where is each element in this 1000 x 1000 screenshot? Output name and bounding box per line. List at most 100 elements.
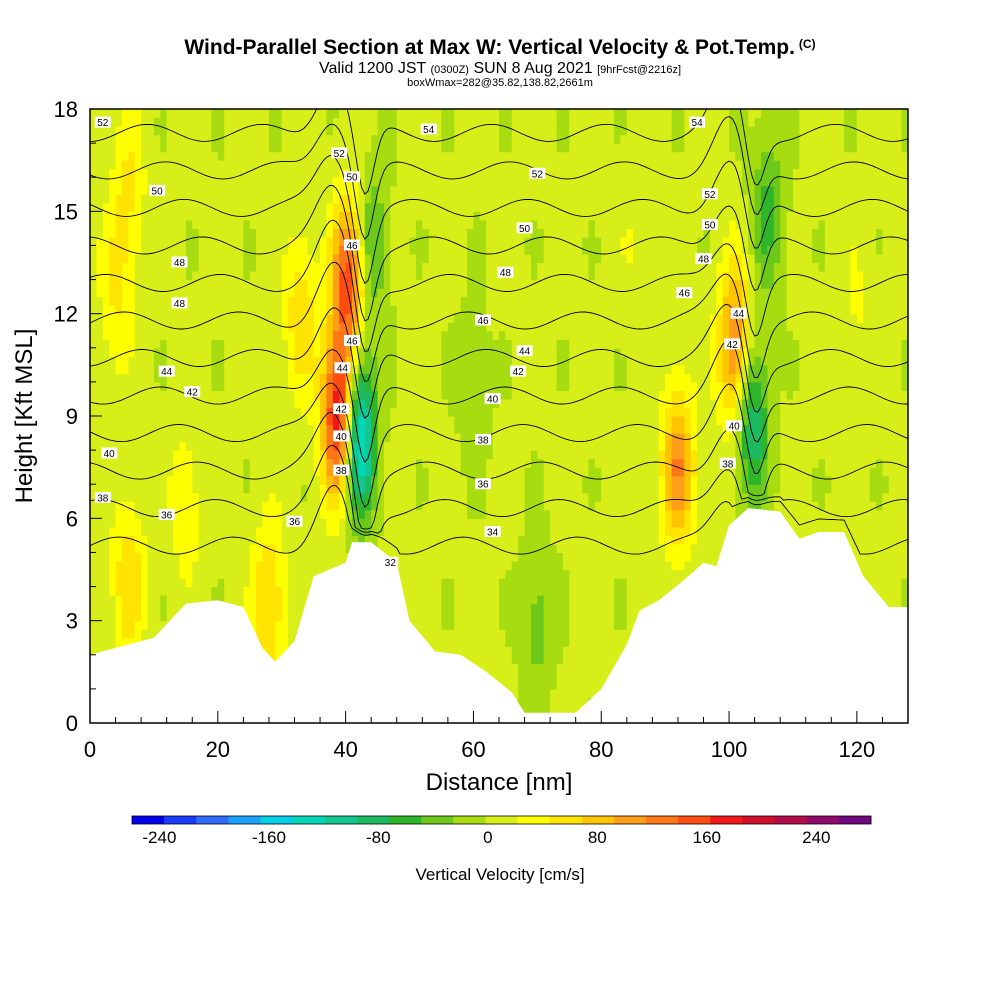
w-cell [147, 330, 155, 340]
w-cell [518, 185, 526, 195]
w-cell [90, 612, 97, 622]
w-cell [435, 518, 443, 528]
w-cell [236, 194, 244, 204]
w-cell [364, 518, 372, 528]
w-cell [403, 398, 411, 409]
w-cell [345, 109, 353, 119]
w-cell [377, 509, 385, 519]
w-cell [281, 620, 289, 630]
w-cell [377, 433, 385, 443]
w-cell [409, 526, 417, 536]
w-cell [320, 518, 328, 528]
w-cell [185, 347, 193, 357]
w-cell [268, 526, 276, 536]
w-cell [141, 219, 149, 229]
w-cell [185, 526, 193, 536]
w-cell [96, 322, 104, 332]
w-cell [511, 143, 519, 153]
w-cell [422, 492, 430, 502]
w-cell [121, 168, 129, 178]
w-cell [109, 262, 117, 272]
w-cell [217, 339, 225, 349]
w-cell [96, 339, 104, 349]
w-cell [499, 398, 506, 409]
w-cell [211, 416, 219, 426]
w-cell [205, 322, 213, 332]
w-cell [415, 160, 423, 170]
w-cell [377, 236, 385, 247]
w-cell [249, 509, 257, 519]
w-cell [115, 330, 123, 340]
w-cell [326, 492, 334, 502]
w-cell [473, 586, 481, 596]
w-cell [134, 458, 142, 468]
w-cell [153, 467, 161, 477]
w-cell [90, 637, 97, 647]
w-cell [505, 492, 513, 502]
w-cell [454, 109, 462, 119]
w-cell [390, 160, 398, 170]
w-cell [275, 339, 283, 349]
w-cell [486, 126, 494, 136]
w-cell [486, 450, 494, 460]
w-cell [467, 646, 475, 656]
w-cell [102, 424, 110, 434]
w-cell [467, 441, 475, 451]
w-cell [256, 458, 264, 468]
w-cell [447, 450, 455, 460]
w-cell [415, 475, 423, 485]
w-cell [467, 202, 475, 212]
w-cell [115, 245, 123, 255]
w-cell [428, 612, 436, 622]
w-cell [268, 279, 276, 289]
w-cell [224, 586, 232, 596]
w-cell [358, 347, 366, 357]
w-cell [147, 441, 155, 451]
w-cell [160, 467, 168, 477]
w-cell [275, 398, 283, 409]
w-cell [90, 160, 97, 170]
w-cell [230, 407, 238, 417]
w-cell [173, 168, 181, 178]
w-cell [300, 552, 308, 562]
w-cell [249, 364, 257, 374]
w-cell [422, 228, 430, 238]
w-cell [383, 475, 391, 485]
w-cell [396, 296, 404, 306]
w-cell [524, 373, 532, 383]
w-cell [467, 126, 475, 136]
w-cell [230, 288, 238, 298]
w-cell [454, 279, 462, 289]
w-cell [256, 177, 264, 187]
w-cell [109, 228, 117, 238]
w-cell [121, 467, 129, 477]
w-cell [486, 373, 494, 383]
w-cell [441, 296, 449, 306]
w-cell [115, 586, 123, 596]
w-cell [294, 620, 302, 630]
w-cell [371, 211, 379, 221]
w-cell [422, 330, 430, 340]
w-cell [499, 279, 506, 289]
w-cell [96, 646, 104, 656]
w-cell [211, 535, 219, 545]
w-cell [441, 219, 449, 229]
w-cell [262, 109, 270, 119]
w-cell [198, 416, 206, 426]
w-cell [352, 484, 360, 494]
w-cell [479, 271, 487, 281]
w-cell [249, 168, 257, 178]
w-cell [479, 603, 487, 613]
w-cell [383, 398, 391, 409]
w-cell [115, 543, 123, 554]
w-cell [409, 160, 417, 170]
w-cell [358, 194, 366, 204]
w-cell [217, 407, 225, 417]
w-cell [403, 595, 411, 605]
w-cell [192, 117, 200, 127]
w-cell [134, 475, 142, 485]
w-cell [275, 373, 283, 383]
w-cell [141, 313, 149, 323]
w-cell [224, 219, 232, 229]
w-cell [332, 373, 340, 383]
